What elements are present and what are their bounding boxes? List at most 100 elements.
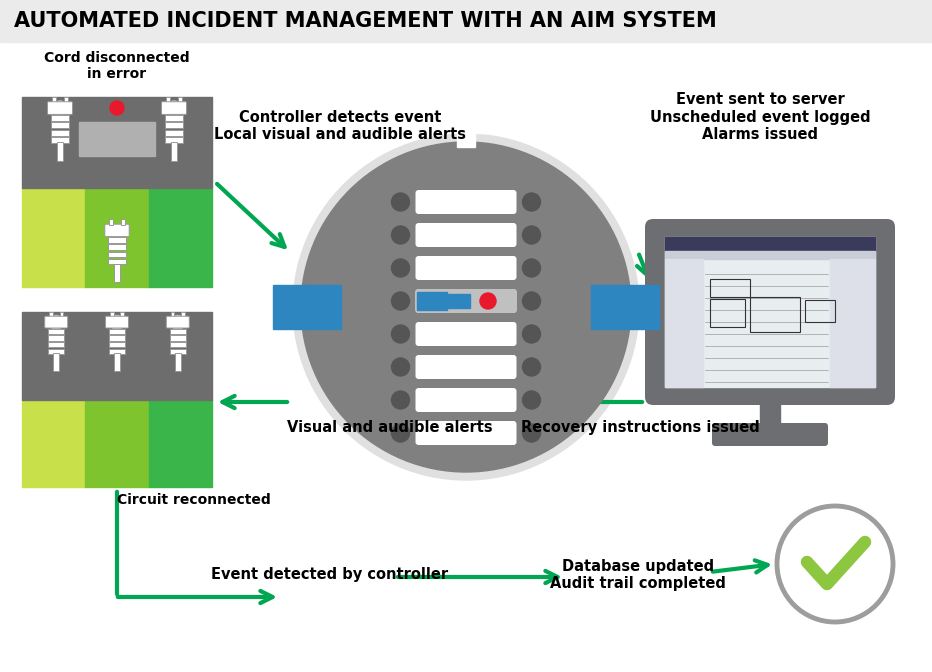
Bar bbox=[591, 285, 626, 329]
Circle shape bbox=[167, 101, 181, 115]
Circle shape bbox=[523, 292, 541, 310]
Bar bbox=[51, 122, 69, 128]
Text: Recovery instructions issued: Recovery instructions issued bbox=[521, 420, 760, 435]
Bar bbox=[52, 97, 56, 103]
Bar bbox=[22, 312, 212, 399]
Bar bbox=[48, 342, 64, 347]
Bar bbox=[165, 137, 183, 143]
FancyBboxPatch shape bbox=[645, 219, 895, 405]
Circle shape bbox=[55, 103, 65, 113]
Circle shape bbox=[391, 259, 409, 277]
Circle shape bbox=[391, 358, 409, 376]
Bar bbox=[178, 97, 182, 103]
Bar bbox=[165, 122, 183, 128]
Circle shape bbox=[480, 293, 496, 309]
Bar bbox=[805, 300, 835, 322]
Bar bbox=[110, 312, 114, 318]
Circle shape bbox=[110, 101, 124, 115]
Circle shape bbox=[301, 142, 631, 472]
Bar bbox=[0, 0, 932, 42]
Bar bbox=[665, 251, 875, 259]
Bar bbox=[48, 329, 64, 334]
FancyBboxPatch shape bbox=[416, 190, 516, 214]
FancyBboxPatch shape bbox=[166, 317, 189, 328]
Bar bbox=[624, 285, 659, 329]
Bar bbox=[710, 279, 750, 297]
Circle shape bbox=[110, 315, 124, 329]
Text: Event detected by controller: Event detected by controller bbox=[212, 567, 448, 583]
Text: Event sent to server
Unscheduled event logged
Alarms issued: Event sent to server Unscheduled event l… bbox=[650, 92, 870, 142]
Circle shape bbox=[391, 391, 409, 409]
Bar bbox=[51, 137, 69, 143]
Text: Controller detects event
Local visual and audible alerts: Controller detects event Local visual an… bbox=[214, 110, 466, 142]
Bar bbox=[165, 130, 183, 136]
Bar bbox=[171, 142, 177, 161]
FancyBboxPatch shape bbox=[416, 322, 516, 346]
Bar bbox=[175, 353, 181, 370]
FancyBboxPatch shape bbox=[161, 101, 186, 114]
Bar bbox=[22, 188, 86, 287]
Text: Database updated
Audit trail completed: Database updated Audit trail completed bbox=[550, 559, 726, 591]
Bar bbox=[760, 395, 780, 427]
Bar bbox=[149, 188, 212, 287]
Bar bbox=[149, 399, 212, 487]
Circle shape bbox=[523, 358, 541, 376]
Bar bbox=[108, 237, 126, 243]
FancyBboxPatch shape bbox=[105, 317, 129, 328]
Bar bbox=[114, 353, 120, 370]
Bar bbox=[63, 97, 68, 103]
Circle shape bbox=[523, 259, 541, 277]
Bar bbox=[171, 312, 174, 318]
Bar bbox=[48, 335, 64, 341]
Bar bbox=[417, 292, 446, 310]
Circle shape bbox=[391, 226, 409, 244]
Bar bbox=[114, 264, 120, 282]
Bar bbox=[170, 349, 186, 354]
Bar bbox=[109, 329, 125, 334]
Bar bbox=[457, 125, 475, 147]
Circle shape bbox=[523, 391, 541, 409]
Circle shape bbox=[523, 325, 541, 343]
Circle shape bbox=[391, 424, 409, 442]
Circle shape bbox=[293, 134, 639, 480]
Bar bbox=[665, 259, 703, 387]
Bar bbox=[170, 329, 186, 334]
Bar bbox=[750, 297, 800, 332]
Bar bbox=[120, 312, 124, 318]
FancyBboxPatch shape bbox=[416, 355, 516, 379]
Circle shape bbox=[172, 317, 183, 327]
Circle shape bbox=[169, 103, 179, 113]
Circle shape bbox=[523, 193, 541, 211]
FancyBboxPatch shape bbox=[48, 101, 73, 114]
FancyBboxPatch shape bbox=[416, 256, 516, 280]
Bar bbox=[86, 188, 149, 287]
Bar bbox=[181, 312, 185, 318]
Bar bbox=[166, 97, 171, 103]
Bar bbox=[109, 219, 114, 225]
Bar bbox=[53, 353, 60, 370]
Bar bbox=[79, 122, 155, 157]
Bar bbox=[57, 142, 63, 161]
Bar bbox=[710, 299, 745, 327]
Bar bbox=[170, 342, 186, 347]
Circle shape bbox=[391, 193, 409, 211]
Bar bbox=[108, 251, 126, 257]
Bar bbox=[109, 335, 125, 341]
Circle shape bbox=[171, 315, 185, 329]
Circle shape bbox=[391, 292, 409, 310]
FancyBboxPatch shape bbox=[416, 289, 516, 313]
Bar bbox=[48, 349, 64, 354]
Text: Visual and audible alerts: Visual and audible alerts bbox=[287, 420, 493, 435]
Bar bbox=[120, 219, 125, 225]
Bar bbox=[165, 115, 183, 121]
Text: AUTOMATED INCIDENT MANAGEMENT WITH AN AIM SYSTEM: AUTOMATED INCIDENT MANAGEMENT WITH AN AI… bbox=[14, 11, 717, 31]
Text: Cord disconnected
in error: Cord disconnected in error bbox=[44, 51, 190, 81]
Bar bbox=[437, 125, 495, 133]
Circle shape bbox=[53, 101, 67, 115]
Circle shape bbox=[777, 506, 893, 622]
Bar bbox=[665, 237, 875, 387]
FancyBboxPatch shape bbox=[712, 423, 828, 446]
Bar bbox=[22, 97, 212, 188]
Bar bbox=[273, 285, 308, 329]
Bar bbox=[306, 285, 341, 329]
